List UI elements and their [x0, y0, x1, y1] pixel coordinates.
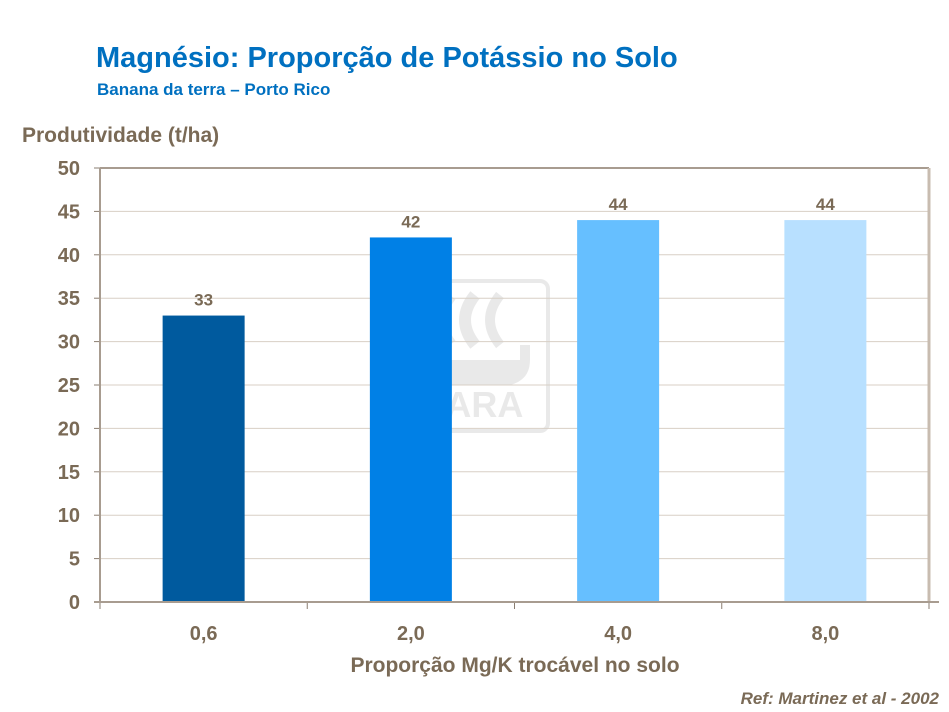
y-tick-label: 30 [58, 332, 80, 354]
y-tick-label: 40 [58, 245, 80, 267]
bar [369, 237, 452, 602]
bar [577, 220, 660, 602]
data-label: 44 [609, 195, 628, 214]
x-tick-label: 4,0 [604, 623, 632, 645]
chart-title: Magnésio: Proporção de Potássio no Solo [96, 42, 678, 74]
y-tick-label: 45 [58, 201, 80, 223]
data-label: 33 [194, 291, 213, 310]
data-label: 42 [401, 212, 420, 231]
x-tick-label: 0,6 [190, 623, 218, 645]
bar [784, 220, 867, 602]
x-tick-label: 8,0 [811, 623, 839, 645]
y-tick-label: 0 [69, 592, 80, 614]
y-tick-label: 10 [58, 505, 80, 527]
bar [162, 315, 245, 602]
y-axis-label: Produtividade (t/ha) [22, 124, 220, 147]
y-tick-label: 25 [58, 375, 80, 397]
data-label: 44 [816, 195, 835, 214]
y-tick-label: 15 [58, 462, 80, 484]
y-tick-label: 35 [58, 288, 80, 310]
y-tick-label: 50 [58, 158, 80, 180]
chart-subtitle: Banana da terra – Porto Rico [97, 80, 331, 99]
x-axis-label: Proporção Mg/K trocável no solo [350, 654, 680, 677]
y-tick-label: 5 [69, 549, 80, 571]
y-tick-label: 20 [58, 418, 80, 440]
reference-note: Ref: Martinez et al - 2002 [740, 689, 939, 708]
x-tick-label: 2,0 [397, 623, 425, 645]
